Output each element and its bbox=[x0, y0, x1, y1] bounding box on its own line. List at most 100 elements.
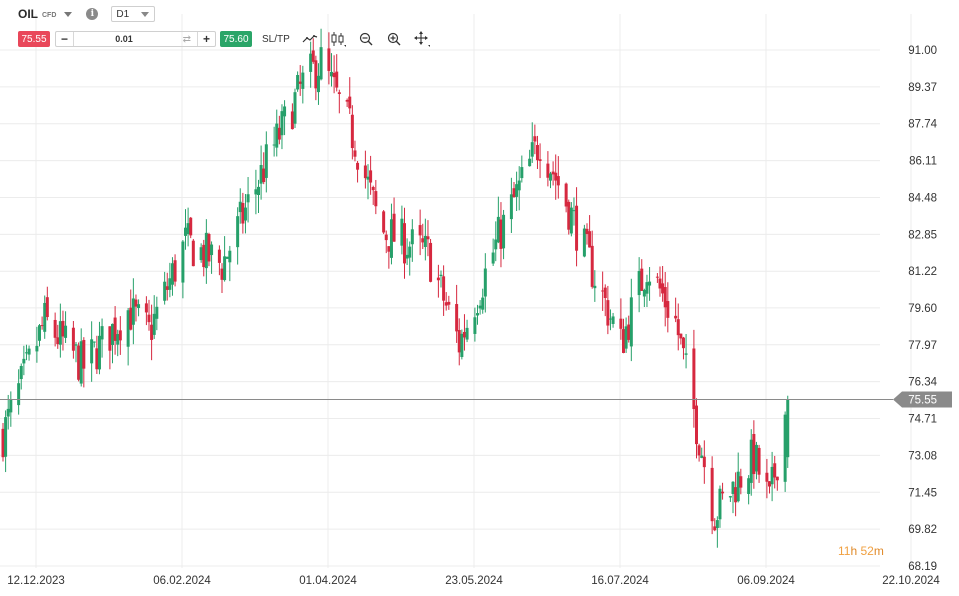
candle-body bbox=[319, 47, 323, 80]
candle-body bbox=[421, 238, 425, 243]
candle-body bbox=[144, 303, 148, 313]
candle-body bbox=[747, 478, 751, 494]
candle-body bbox=[410, 229, 414, 245]
zoom-in-icon[interactable] bbox=[386, 31, 402, 47]
candle-body bbox=[538, 159, 542, 161]
zoom-out-icon[interactable] bbox=[358, 31, 374, 47]
candle-body bbox=[111, 323, 114, 345]
candle-body bbox=[220, 268, 224, 280]
candle-body bbox=[43, 302, 47, 332]
candle-body bbox=[61, 320, 65, 337]
candle-body bbox=[679, 333, 683, 339]
candle-body bbox=[131, 298, 135, 325]
crosshair-move-icon[interactable] bbox=[413, 31, 430, 47]
candle-body bbox=[476, 313, 479, 316]
x-tick-label: 22.10.2024 bbox=[882, 575, 940, 587]
candle-body bbox=[275, 123, 279, 148]
candle-body bbox=[389, 219, 393, 258]
candle-body bbox=[692, 348, 696, 410]
candle-body bbox=[499, 219, 503, 249]
candle-body bbox=[22, 358, 26, 364]
candle-body bbox=[314, 60, 318, 89]
y-tick-label: 84.48 bbox=[908, 192, 937, 204]
candle-body bbox=[163, 281, 167, 301]
candle-body bbox=[210, 244, 214, 256]
candle-body bbox=[423, 235, 427, 247]
candle-body bbox=[272, 144, 276, 146]
candle-body bbox=[775, 476, 779, 481]
candle-body bbox=[666, 301, 670, 318]
quantity-stepper[interactable]: − 0.01 ⇄ + bbox=[55, 31, 216, 47]
y-tick-label: 71.45 bbox=[908, 487, 937, 499]
candle-body bbox=[624, 326, 628, 349]
candle-body bbox=[262, 168, 266, 183]
candle-body bbox=[640, 268, 644, 291]
x-tick-label: 01.04.2024 bbox=[299, 575, 357, 587]
candle-body bbox=[56, 337, 60, 345]
timeframe-select[interactable]: D1 bbox=[111, 6, 156, 22]
candle-body bbox=[721, 491, 725, 494]
candle-body bbox=[528, 158, 532, 167]
decrease-quantity-button[interactable]: − bbox=[56, 32, 74, 46]
candle-body bbox=[134, 299, 138, 307]
candle-body bbox=[603, 287, 607, 299]
line-chart-icon[interactable] bbox=[302, 31, 318, 47]
candle-body bbox=[332, 72, 336, 78]
info-icon[interactable]: i bbox=[86, 8, 99, 20]
candle-body bbox=[168, 278, 172, 290]
candle-body bbox=[191, 240, 195, 267]
symbol-dropdown-chevron-icon[interactable] bbox=[64, 11, 73, 17]
candle-body bbox=[165, 286, 169, 290]
candle-body bbox=[19, 365, 23, 380]
candle-body bbox=[773, 463, 777, 478]
candle-body bbox=[24, 352, 28, 354]
y-tick-label: 68.19 bbox=[908, 561, 937, 573]
symbol-header: OIL CFD i D1 bbox=[18, 4, 156, 24]
candle-body bbox=[549, 173, 552, 181]
candle-body bbox=[356, 162, 360, 170]
candlestick-icon[interactable] bbox=[330, 31, 346, 47]
candle-body bbox=[442, 276, 446, 301]
candle-body bbox=[564, 183, 568, 207]
candle-body bbox=[189, 217, 193, 236]
symbol-name[interactable]: OIL bbox=[18, 7, 38, 21]
candle-body bbox=[593, 285, 597, 289]
candle-body bbox=[582, 228, 586, 257]
sl-tp-button[interactable]: SL/TP bbox=[262, 33, 290, 45]
candle-body bbox=[1, 428, 5, 458]
y-tick-label: 82.85 bbox=[908, 229, 937, 241]
candle-body bbox=[264, 144, 268, 178]
candle-body bbox=[228, 250, 232, 263]
candle-body bbox=[387, 246, 391, 252]
candle-body bbox=[783, 414, 787, 482]
candle-body bbox=[575, 205, 579, 251]
buy-button[interactable]: 75.60 bbox=[220, 31, 252, 47]
candle-body bbox=[155, 306, 159, 319]
timer-hours: 11 bbox=[838, 544, 851, 558]
candle-body bbox=[353, 150, 357, 157]
quantity-input[interactable]: 0.01 bbox=[115, 34, 133, 44]
candle-body bbox=[462, 331, 466, 338]
increase-quantity-button[interactable]: + bbox=[197, 32, 215, 46]
sell-button[interactable]: 75.55 bbox=[18, 31, 50, 47]
candle-body bbox=[254, 189, 258, 195]
candle-countdown: 11h 52m bbox=[838, 544, 884, 558]
candle-body bbox=[181, 241, 185, 283]
candle-body bbox=[298, 81, 302, 84]
candle-body bbox=[512, 188, 516, 198]
y-tick-label: 91.00 bbox=[908, 45, 937, 57]
candle-body bbox=[238, 201, 242, 213]
candle-body bbox=[301, 72, 305, 89]
candle-body bbox=[429, 242, 433, 282]
candle-body bbox=[92, 341, 96, 343]
swap-icon[interactable]: ⇄ bbox=[182, 33, 191, 45]
y-tick-label: 77.97 bbox=[908, 340, 937, 352]
candle-body bbox=[223, 256, 227, 281]
y-tick-label: 74.71 bbox=[908, 414, 937, 426]
candle-body bbox=[710, 467, 714, 522]
candle-body bbox=[637, 271, 641, 296]
candle-body bbox=[695, 405, 698, 445]
candle-body bbox=[684, 353, 688, 355]
y-tick-label: 86.11 bbox=[909, 156, 937, 168]
